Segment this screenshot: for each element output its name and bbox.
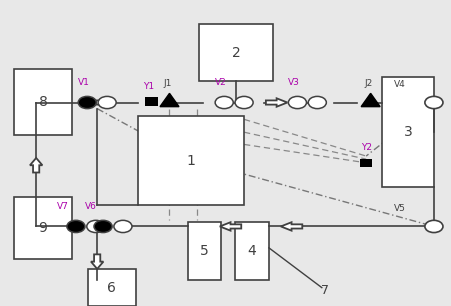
Circle shape bbox=[114, 220, 132, 233]
Text: V1: V1 bbox=[78, 78, 89, 87]
Text: 6: 6 bbox=[107, 281, 116, 295]
Text: 2: 2 bbox=[231, 46, 240, 60]
Circle shape bbox=[288, 96, 306, 109]
Text: Y2: Y2 bbox=[360, 144, 371, 152]
Polygon shape bbox=[265, 98, 287, 107]
Text: 8: 8 bbox=[38, 95, 47, 109]
Circle shape bbox=[87, 220, 105, 233]
Text: 7: 7 bbox=[321, 284, 329, 297]
Bar bbox=[14, 69, 72, 135]
Polygon shape bbox=[280, 222, 302, 231]
Bar bbox=[14, 197, 72, 259]
Circle shape bbox=[235, 96, 253, 109]
Text: 3: 3 bbox=[403, 125, 411, 139]
Text: 4: 4 bbox=[247, 244, 256, 258]
Circle shape bbox=[424, 220, 442, 233]
Text: V6: V6 bbox=[84, 202, 96, 211]
Polygon shape bbox=[93, 98, 115, 107]
Text: V7: V7 bbox=[57, 202, 69, 211]
Bar bbox=[359, 159, 372, 167]
Circle shape bbox=[78, 96, 96, 109]
Circle shape bbox=[98, 96, 116, 109]
Circle shape bbox=[67, 220, 85, 233]
Text: J1: J1 bbox=[163, 79, 171, 88]
Circle shape bbox=[215, 96, 233, 109]
Text: 9: 9 bbox=[38, 221, 47, 235]
Circle shape bbox=[308, 96, 326, 109]
Text: V4: V4 bbox=[393, 80, 405, 89]
Bar bbox=[235, 222, 268, 280]
Bar bbox=[187, 222, 221, 280]
Text: V2: V2 bbox=[214, 78, 226, 87]
Text: V5: V5 bbox=[393, 204, 405, 213]
Bar bbox=[145, 97, 157, 106]
Text: 5: 5 bbox=[200, 244, 208, 258]
Text: 1: 1 bbox=[186, 154, 195, 168]
Bar bbox=[198, 24, 273, 81]
Bar bbox=[138, 116, 244, 205]
Circle shape bbox=[94, 220, 112, 233]
Polygon shape bbox=[360, 93, 379, 106]
Text: Y1: Y1 bbox=[143, 82, 154, 91]
Bar bbox=[88, 269, 135, 306]
Text: J2: J2 bbox=[364, 79, 372, 88]
Polygon shape bbox=[91, 254, 103, 269]
Polygon shape bbox=[160, 93, 179, 106]
Polygon shape bbox=[30, 158, 42, 173]
Text: V3: V3 bbox=[287, 78, 299, 87]
Polygon shape bbox=[219, 222, 241, 231]
Bar bbox=[381, 76, 433, 187]
Circle shape bbox=[424, 96, 442, 109]
